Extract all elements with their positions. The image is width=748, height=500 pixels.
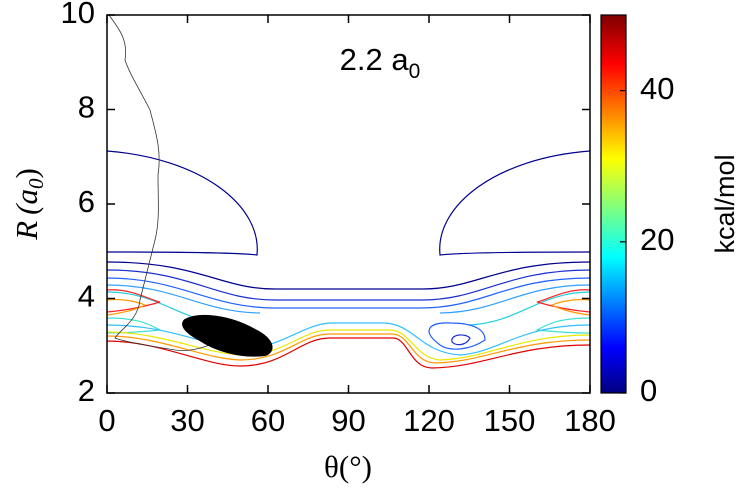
y-tick-label: 4: [78, 279, 95, 314]
y-label-close: ): [9, 168, 44, 178]
y-tick-label: 8: [78, 90, 95, 125]
colorbar-tick-label: 20: [640, 222, 674, 257]
x-tick-label: 90: [331, 403, 365, 438]
y-tick-label: 10: [61, 0, 95, 30]
y-tick-label: 6: [78, 184, 95, 219]
y-label-symbol: R: [9, 221, 44, 241]
y-label-subscript: 0: [24, 178, 48, 189]
y-axis-label: R (a0): [9, 168, 48, 241]
contours: [107, 15, 590, 369]
x-tick-label: 150: [484, 403, 536, 438]
x-tick-label: 180: [564, 403, 616, 438]
x-tick-label: 120: [403, 403, 455, 438]
colorbar-label: kcal/mol: [710, 154, 740, 253]
x-tick-label: 60: [251, 403, 285, 438]
x-tick-label: 0: [98, 403, 115, 438]
colorbar-tick-label: 40: [640, 71, 674, 106]
title-text: 2.2 a: [340, 42, 410, 77]
x-axis-label: θ(°): [324, 449, 372, 484]
y-label-unit: (a: [9, 189, 44, 215]
colorbar: [600, 14, 627, 394]
chart-title: 2.2 a0: [340, 42, 421, 82]
colorbar-tick-label: 0: [640, 373, 657, 408]
title-subscript: 0: [409, 60, 421, 83]
x-tick-label: 30: [170, 403, 204, 438]
y-tick-label: 2: [78, 373, 95, 408]
